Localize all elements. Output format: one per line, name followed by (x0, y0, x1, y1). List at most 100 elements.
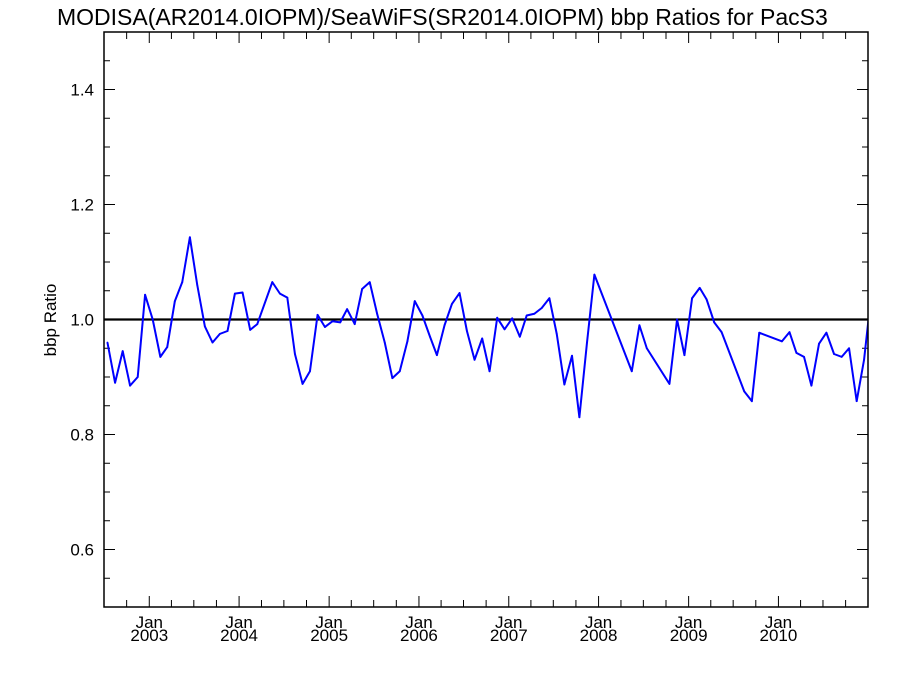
data-point (713, 321, 716, 324)
data-point (114, 381, 116, 384)
data-point (256, 323, 259, 325)
x-tick-month-label: Jan (225, 613, 252, 632)
x-tick-year-label: 2010 (760, 626, 798, 645)
data-point (496, 316, 499, 319)
data-point (324, 326, 326, 328)
data-point (121, 350, 124, 353)
data-point (398, 370, 401, 373)
data-point (406, 340, 409, 343)
plot-frame (103, 31, 869, 608)
data-point (376, 312, 379, 315)
data-point (683, 354, 686, 357)
data-point (638, 324, 641, 327)
data-point (279, 292, 281, 295)
data-point (788, 331, 791, 334)
x-tick-year-label: 2009 (670, 626, 708, 645)
y-tick-label: 1.4 (70, 81, 94, 100)
y-tick-label: 1.2 (70, 196, 94, 215)
data-point (203, 325, 206, 328)
data-point (391, 377, 394, 380)
data-point (750, 400, 753, 403)
data-point (331, 320, 334, 323)
data-point (144, 293, 146, 296)
data-point (346, 308, 349, 311)
data-point (555, 332, 558, 335)
data-point (698, 286, 701, 289)
data-point (316, 314, 319, 316)
x-tick-month-label: Jan (405, 613, 432, 632)
chart-title: MODISA(AR2014.0IOPM)/SeaWiFS(SR2014.0IOP… (57, 4, 828, 30)
y-axis-label: bbp Ratio (41, 284, 60, 357)
data-point (443, 324, 446, 327)
x-tick-year-label: 2007 (490, 626, 528, 645)
x-tick-year-label: 2008 (580, 626, 618, 645)
data-point (339, 321, 342, 324)
data-point (211, 341, 214, 344)
plot-area: 0.60.81.01.21.4Jan2003Jan2004Jan2005Jan2… (70, 31, 880, 645)
data-point (466, 330, 468, 332)
data-point (234, 292, 236, 295)
data-point (878, 350, 880, 352)
data-point (368, 281, 371, 284)
x-tick-month-label: Jan (315, 613, 342, 632)
data-point (855, 400, 858, 403)
data-point (511, 317, 514, 320)
data-point (458, 292, 461, 294)
data-point (421, 314, 424, 317)
data-point (578, 416, 581, 419)
y-tick-label: 0.8 (70, 426, 94, 445)
data-point (271, 281, 274, 284)
data-point (503, 328, 506, 331)
x-tick-year-label: 2005 (310, 626, 348, 645)
data-point (294, 353, 296, 355)
data-point (286, 296, 289, 299)
data-point (151, 318, 154, 321)
data-point (518, 335, 521, 338)
x-tick-month-label: Jan (136, 613, 163, 632)
data-point (106, 341, 109, 344)
x-tick-month-label: Jan (495, 613, 522, 632)
data-point (593, 273, 596, 276)
data-point (825, 331, 828, 334)
data-point (129, 384, 131, 387)
data-point (586, 341, 588, 344)
x-tick-year-label: 2003 (130, 626, 168, 645)
data-point (429, 335, 431, 338)
data-point (803, 355, 805, 358)
data-point (676, 318, 678, 321)
data-point (720, 331, 723, 334)
data-point (309, 370, 311, 373)
y-tick-label: 0.6 (70, 541, 94, 560)
data-point (533, 312, 536, 315)
data-point (436, 354, 438, 357)
data-point (743, 390, 746, 393)
data-point (249, 328, 252, 331)
data-point (166, 346, 169, 348)
data-point (840, 355, 843, 358)
data-point (630, 370, 633, 373)
data-point (413, 300, 416, 302)
data-point (525, 314, 528, 317)
data-point (540, 307, 543, 309)
data-point (833, 353, 835, 355)
data-point (481, 337, 484, 340)
data-point (181, 281, 184, 284)
data-point (810, 384, 813, 387)
data-point (645, 347, 648, 350)
data-point (226, 330, 229, 332)
data-point (361, 288, 364, 290)
data-point (563, 383, 566, 386)
x-tick-month-label: Jan (765, 613, 792, 632)
data-point (301, 383, 304, 385)
data-point (871, 290, 873, 292)
data-point (196, 284, 199, 286)
data-point (159, 355, 162, 358)
data-point (353, 323, 356, 325)
x-tick-year-label: 2004 (220, 626, 258, 645)
data-point (571, 354, 573, 357)
data-point (668, 383, 671, 385)
x-tick-month-label: Jan (675, 613, 702, 632)
data-point (473, 358, 476, 361)
data-point (451, 303, 453, 305)
